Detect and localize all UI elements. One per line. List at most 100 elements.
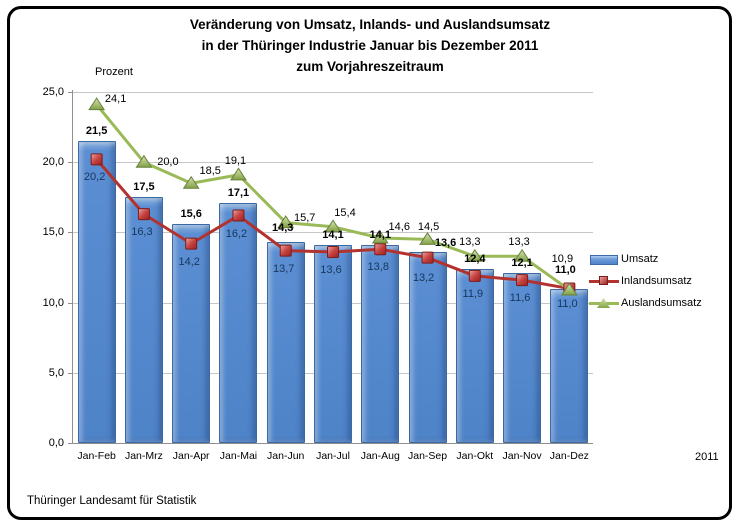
auslandsumsatz-marker-jan-okt bbox=[466, 248, 484, 262]
label-umsatz-jan-mai: 17,1 bbox=[227, 186, 250, 199]
inlandsumsatz-marker-jan-nov bbox=[516, 274, 529, 287]
y-axis-tick bbox=[68, 443, 72, 444]
label-umsatz-jan-feb: 21,5 bbox=[85, 125, 108, 138]
x-axis-label-jan-apr: Jan-Apr bbox=[172, 450, 210, 462]
bar-umsatz-jan-jul bbox=[314, 245, 352, 443]
gridline-15 bbox=[73, 232, 593, 234]
auslandsumsatz-line bbox=[95, 103, 571, 292]
label-auslandsumsatz-jan-nov: 13,3 bbox=[508, 236, 530, 249]
legend-bar-swatch bbox=[590, 255, 618, 265]
x-axis-label-jan-nov: Jan-Nov bbox=[502, 450, 542, 462]
label-umsatz-jan-okt: 12,4 bbox=[464, 252, 486, 265]
label-umsatz-jan-apr: 15,6 bbox=[180, 207, 202, 220]
label-inlandsumsatz-jan-sep: 13,2 bbox=[412, 271, 435, 284]
label-auslandsumsatz-jan-feb: 24,1 bbox=[104, 92, 127, 105]
legend-label-auslandsumsatz: Auslandsumsatz bbox=[621, 297, 702, 309]
label-inlandsumsatz-jan-mrz: 16,3 bbox=[131, 226, 153, 239]
bar-umsatz-jan-dez bbox=[550, 288, 589, 443]
label-umsatz-jan-jun: 14,3 bbox=[272, 222, 294, 235]
y-axis-line bbox=[72, 90, 73, 444]
y-axis-tick bbox=[68, 232, 72, 234]
auslandsumsatz-marker-jan-apr bbox=[182, 175, 200, 189]
x-axis-label-jan-dez: Jan-Dez bbox=[549, 450, 589, 462]
auslandsumsatz-marker-jan-mrz bbox=[135, 154, 153, 168]
inlandsumsatz-marker-jan-jul bbox=[327, 246, 339, 259]
inlandsumsatz-marker-jan-mrz bbox=[137, 208, 150, 221]
auslandsumsatz-marker-jan-aug bbox=[371, 230, 389, 244]
auslandsumsatz-marker-jan-mai bbox=[230, 167, 247, 181]
y-axis-tick bbox=[68, 302, 72, 304]
chart-title-line3: zum Vorjahreszeitraum bbox=[296, 59, 444, 74]
label-umsatz-jan-nov: 12,1 bbox=[511, 257, 533, 270]
label-umsatz-jan-jul: 14,1 bbox=[322, 229, 344, 242]
y-axis-tick bbox=[68, 92, 72, 93]
y-axis-tick-label: 0,0 bbox=[48, 437, 64, 449]
label-auslandsumsatz-jan-dez: 10,9 bbox=[551, 252, 574, 265]
bar-umsatz-jan-okt bbox=[455, 268, 494, 443]
bar-umsatz-jan-nov bbox=[503, 273, 542, 443]
x-axis-label-jan-feb: Jan-Feb bbox=[77, 450, 116, 462]
inlandsumsatz-marker-jan-okt bbox=[468, 269, 481, 282]
y-axis-tick bbox=[68, 372, 72, 374]
x-axis-label-jan-mrz: Jan-Mrz bbox=[124, 450, 163, 462]
auslandsumsatz-marker-jan-dez bbox=[560, 282, 578, 296]
label-inlandsumsatz-jan-jun: 13,7 bbox=[273, 262, 295, 275]
legend-swatch bbox=[589, 253, 619, 265]
label-auslandsumsatz-jan-mrz: 20,0 bbox=[157, 156, 179, 169]
auslandsumsatz-marker-jan-sep bbox=[419, 232, 436, 245]
legend-item-auslandsumsatz: Auslandsumsatz bbox=[589, 292, 702, 314]
x-axis-label-jan-aug: Jan-Aug bbox=[360, 450, 400, 462]
x-axis-year-label: 2011 bbox=[695, 451, 719, 463]
x-axis-label-jan-mai: Jan-Mai bbox=[219, 450, 258, 462]
legend-item-umsatz: Umsatz bbox=[589, 248, 702, 270]
inlandsumsatz-marker-jan-apr bbox=[185, 237, 198, 250]
label-umsatz-jan-dez: 11,0 bbox=[554, 263, 576, 276]
y-axis-tick bbox=[68, 162, 72, 164]
y-axis-tick-label: 15,0 bbox=[42, 226, 64, 239]
legend-label-inlandsumsatz: Inlandsumsatz bbox=[621, 275, 692, 287]
label-auslandsumsatz-jan-jun: 15,7 bbox=[294, 211, 316, 224]
legend-triangle-marker-icon bbox=[597, 298, 610, 308]
legend: Umsatz Inlandsumsatz Auslandsumsatz bbox=[589, 248, 702, 314]
auslandsumsatz-marker-jan-jul bbox=[324, 219, 342, 233]
bar-umsatz-jan-feb bbox=[77, 141, 116, 443]
label-inlandsumsatz-jan-mai: 16,2 bbox=[225, 227, 248, 240]
source-footer: Thüringer Landesamt für Statistik bbox=[27, 495, 197, 507]
bar-umsatz-jan-jun bbox=[266, 242, 305, 443]
legend-label-umsatz: Umsatz bbox=[621, 253, 659, 265]
legend-swatch bbox=[589, 297, 619, 309]
chart-title: Veränderung von Umsatz, Inlands- und Aus… bbox=[0, 14, 740, 77]
inlandsumsatz-marker-jan-sep bbox=[421, 251, 434, 264]
chart-title-line1: Veränderung von Umsatz, Inlands- und Aus… bbox=[189, 17, 551, 32]
label-auslandsumsatz-jan-aug: 14,6 bbox=[388, 221, 410, 234]
chart-title-line2: in der Thüringer Industrie Januar bis De… bbox=[201, 38, 539, 53]
x-axis-line bbox=[72, 443, 593, 444]
label-auslandsumsatz-jan-sep: 14,5 bbox=[417, 221, 440, 234]
label-inlandsumsatz-jan-jul: 13,6 bbox=[320, 264, 342, 277]
x-axis-label-jan-sep: Jan-Sep bbox=[407, 450, 448, 462]
x-axis-label-jan-jul: Jan-Jul bbox=[316, 450, 350, 462]
bar-umsatz-jan-aug bbox=[361, 245, 400, 443]
y-axis-tick-label: 25,0 bbox=[42, 86, 64, 98]
inlandsumsatz-marker-jan-jun bbox=[279, 244, 292, 257]
label-auslandsumsatz-jan-okt: 13,3 bbox=[459, 236, 481, 249]
label-inlandsumsatz-jan-nov: 11,6 bbox=[509, 292, 531, 305]
auslandsumsatz-marker-jan-nov bbox=[513, 248, 531, 262]
y-axis-tick-label: 20,0 bbox=[42, 156, 64, 169]
label-inlandsumsatz-jan-apr: 14,2 bbox=[178, 255, 200, 268]
x-axis-label-jan-jun: Jan-Jun bbox=[267, 450, 305, 462]
bar-umsatz-jan-mrz bbox=[124, 197, 163, 443]
label-umsatz-jan-sep: 13,6 bbox=[434, 237, 457, 250]
y-axis-unit-label: Prozent bbox=[95, 66, 133, 78]
legend-square-marker-icon bbox=[599, 276, 608, 285]
label-umsatz-jan-mrz: 17,5 bbox=[133, 181, 155, 194]
label-inlandsumsatz-jan-feb: 20,2 bbox=[83, 171, 106, 184]
inlandsumsatz-marker-jan-mai bbox=[232, 209, 245, 222]
label-auslandsumsatz-jan-mai: 19,1 bbox=[224, 154, 247, 167]
label-auslandsumsatz-jan-jul: 15,4 bbox=[334, 206, 356, 219]
y-axis-tick-label: 10,0 bbox=[42, 296, 64, 309]
gridline-20 bbox=[73, 162, 593, 164]
label-inlandsumsatz-jan-okt: 11,9 bbox=[462, 287, 484, 300]
label-inlandsumsatz-jan-dez: 11,0 bbox=[557, 297, 578, 310]
